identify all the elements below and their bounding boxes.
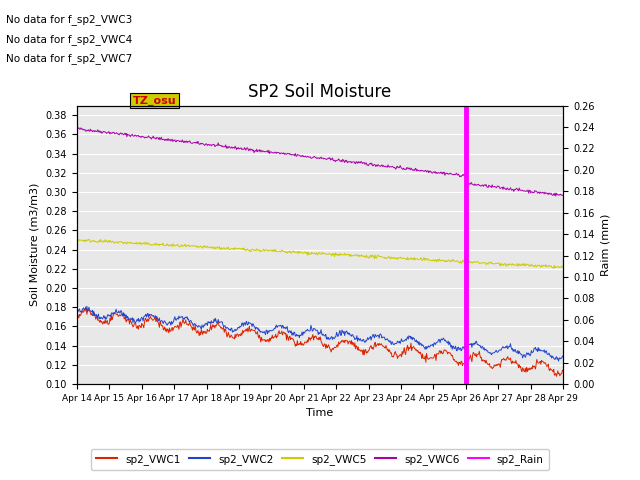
sp2_VWC6	[75, 125, 83, 131]
Line: sp2_VWC6: sp2_VWC6	[77, 128, 563, 196]
sp2_VWC1	[83, 307, 90, 313]
sp2_VWC2	[73, 312, 81, 317]
sp2_VWC6	[83, 128, 90, 134]
sp2_VWC2	[83, 303, 91, 309]
sp2_VWC1	[207, 327, 215, 333]
sp2_VWC5	[82, 239, 90, 245]
sp2_VWC2	[207, 318, 215, 324]
Line: sp2_VWC1: sp2_VWC1	[77, 307, 563, 376]
sp2_VWC2	[555, 358, 563, 364]
sp2_VWC2	[380, 335, 387, 340]
sp2_VWC2	[394, 338, 401, 344]
sp2_VWC2	[182, 314, 189, 320]
Y-axis label: Soil Moisture (m3/m3): Soil Moisture (m3/m3)	[30, 183, 40, 307]
Line: sp2_VWC2: sp2_VWC2	[77, 306, 563, 361]
sp2_VWC1	[552, 373, 560, 379]
Text: No data for f_sp2_VWC4: No data for f_sp2_VWC4	[6, 34, 132, 45]
sp2_VWC6	[207, 143, 215, 149]
Text: No data for f_sp2_VWC3: No data for f_sp2_VWC3	[6, 14, 132, 25]
Text: No data for f_sp2_VWC7: No data for f_sp2_VWC7	[6, 53, 132, 64]
sp2_VWC5	[394, 256, 401, 262]
Title: SP2 Soil Moisture: SP2 Soil Moisture	[248, 83, 392, 101]
sp2_VWC1	[82, 304, 90, 310]
sp2_VWC6	[394, 163, 401, 169]
sp2_VWC5	[182, 244, 189, 250]
sp2_VWC1	[73, 313, 81, 319]
sp2_VWC5	[380, 254, 387, 260]
sp2_VWC6	[380, 163, 387, 168]
sp2_VWC6	[182, 138, 189, 144]
sp2_VWC2	[132, 318, 140, 324]
sp2_VWC6	[552, 193, 559, 199]
sp2_VWC5	[559, 264, 567, 270]
sp2_VWC2	[559, 353, 567, 359]
sp2_VWC1	[394, 356, 401, 361]
sp2_VWC1	[182, 317, 189, 323]
sp2_VWC1	[132, 324, 140, 330]
sp2_VWC5	[132, 240, 140, 245]
X-axis label: Time: Time	[307, 408, 333, 418]
Line: sp2_VWC5: sp2_VWC5	[77, 240, 563, 268]
sp2_VWC5	[97, 237, 104, 242]
sp2_VWC6	[132, 133, 140, 139]
sp2_VWC6	[73, 125, 81, 131]
sp2_VWC5	[550, 265, 557, 271]
sp2_VWC2	[82, 306, 90, 312]
sp2_VWC1	[559, 368, 567, 374]
sp2_VWC5	[207, 244, 215, 250]
sp2_VWC5	[73, 237, 81, 243]
sp2_VWC6	[559, 192, 567, 198]
Legend: sp2_VWC1, sp2_VWC2, sp2_VWC5, sp2_VWC6, sp2_Rain: sp2_VWC1, sp2_VWC2, sp2_VWC5, sp2_VWC6, …	[91, 449, 549, 470]
Y-axis label: Raim (mm): Raim (mm)	[600, 214, 610, 276]
sp2_VWC1	[380, 343, 387, 349]
Text: TZ_osu: TZ_osu	[132, 96, 177, 106]
